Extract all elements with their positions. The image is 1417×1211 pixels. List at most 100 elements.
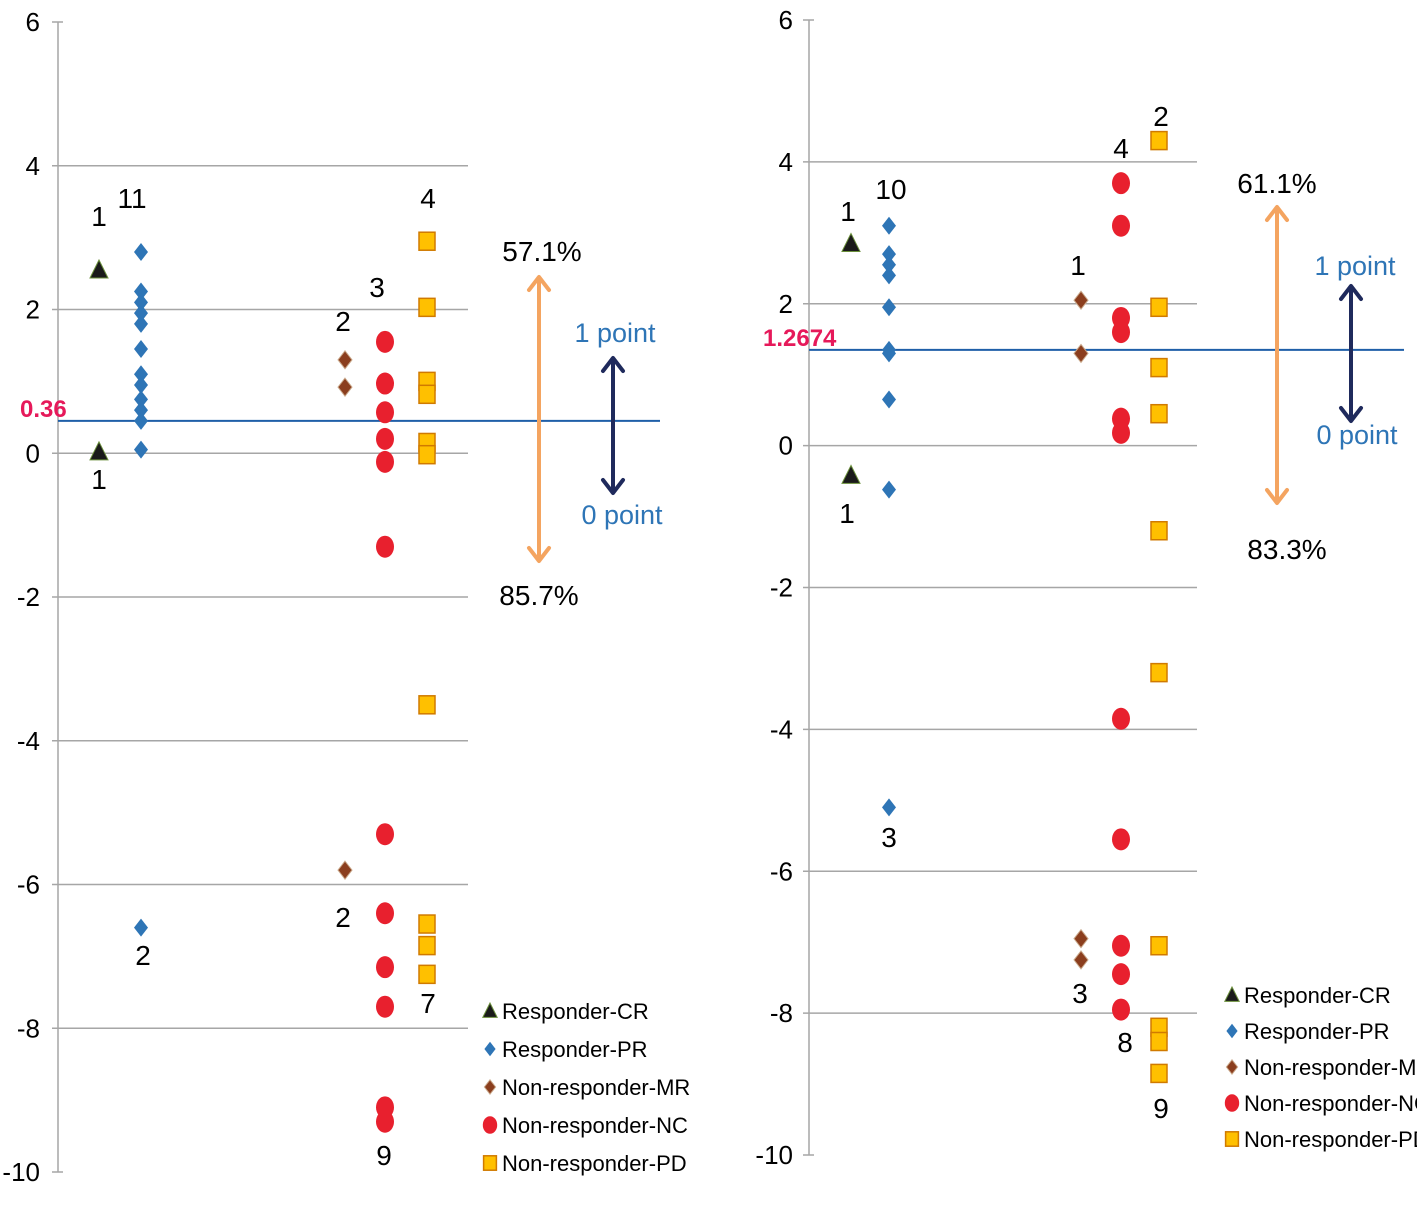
left-navy-double-arrow: [601, 356, 625, 495]
left-point-pd: [418, 297, 436, 318]
right-legend: Responder-CR Responder-PR Non-responder-…: [1223, 983, 1417, 1152]
left-count-mr-bottom: 2: [335, 902, 351, 933]
right-data-points: [841, 130, 1168, 1084]
left-orange-double-arrow: [527, 275, 551, 563]
left-point-pd: [418, 444, 436, 465]
right-zero-point-label: 0 point: [1316, 420, 1398, 450]
left-point-cr: [89, 258, 109, 279]
left-point-mr: [337, 860, 353, 880]
right-point-pd: [1150, 521, 1168, 541]
right-point-pd: [1150, 130, 1168, 151]
left-threshold-label: 0.36: [20, 396, 67, 423]
right-upper-percentage: 61.1%: [1237, 168, 1316, 199]
left-legend-item-pr: Responder-PR: [484, 1037, 648, 1062]
left-point-pr: [134, 390, 148, 409]
right-point-pd: [1150, 1031, 1168, 1052]
left-point-pr: [134, 375, 148, 394]
right-point-pd: [1150, 357, 1168, 378]
right-count-pd-bottom: 9: [1153, 1093, 1169, 1124]
right-legend-item-mr: Non-responder-MR: [1225, 1055, 1417, 1080]
right-point-nc: [1112, 707, 1130, 730]
left-y-tick-label: 4: [26, 151, 40, 181]
left-point-pd: [418, 935, 436, 956]
left-legend-item-cr: Responder-CR: [481, 999, 649, 1024]
right-y-tick-label: 4: [779, 147, 793, 177]
left-point-pd: [418, 231, 436, 251]
legend-label: Non-responder-NC: [502, 1113, 688, 1138]
left-navy-arrow-head-up: [601, 356, 625, 373]
right-count-nc-bottom: 8: [1117, 1027, 1133, 1058]
left-point-pr: [134, 304, 148, 323]
left-legend: Responder-CR Responder-PR Non-responder-…: [481, 999, 690, 1176]
left-navy-arrow-head-down: [601, 478, 625, 495]
left-count-nc-top: 3: [369, 272, 385, 303]
left-data-points: [89, 231, 436, 1133]
right-point-nc: [1112, 321, 1130, 344]
right-orange-arrow-head-down: [1265, 488, 1289, 505]
right-gridlines: [803, 19, 1197, 1156]
legend-marker-cr: [1223, 985, 1241, 1002]
left-point-pd: [418, 695, 436, 715]
right-point-nc: [1112, 934, 1130, 957]
right-legend-item-nc: Non-responder-NC: [1224, 1091, 1417, 1116]
right-lower-percentage: 83.3%: [1247, 534, 1326, 565]
left-gridlines: [52, 21, 468, 1173]
right-point-pr: [882, 245, 896, 264]
legend-marker-cr: [481, 1001, 499, 1018]
left-point-nc: [376, 956, 394, 979]
left-count-pr-bottom: 2: [135, 940, 151, 971]
left-point-nc: [376, 902, 394, 925]
legend-label: Non-responder-PD: [502, 1151, 687, 1176]
legend-label: Non-responder-MR: [1244, 1055, 1417, 1080]
legend-marker-pd: [1224, 1131, 1240, 1147]
left-point-nc: [376, 995, 394, 1018]
right-legend-item-cr: Responder-CR: [1223, 983, 1391, 1008]
left-orange-arrow-head-up: [527, 275, 551, 292]
left-y-tick-label: 0: [26, 438, 40, 468]
right-point-cr: [841, 464, 861, 484]
left-point-pr: [134, 340, 148, 359]
left-point-pr: [134, 918, 148, 937]
left-legend-item-mr: Non-responder-MR: [483, 1075, 690, 1100]
left-point-pd: [418, 384, 436, 405]
left-point-pr: [134, 411, 148, 430]
right-y-tick-label: 0: [779, 431, 793, 461]
left-point-pd: [418, 964, 436, 985]
left-point-cr: [89, 440, 109, 461]
left-point-nc: [376, 823, 394, 846]
right-one-point-label: 1 point: [1314, 251, 1396, 281]
left-orange-arrow-head-down: [527, 546, 551, 563]
right-y-tick-label: -4: [770, 714, 793, 744]
right-y-tick-label: 2: [779, 289, 793, 319]
right-point-pr: [882, 390, 896, 409]
right-point-mr: [1073, 950, 1089, 970]
left-point-nc: [376, 427, 394, 450]
right-point-nc: [1112, 828, 1130, 851]
legend-label: Responder-CR: [1244, 983, 1391, 1008]
right-count-pr-bottom: 3: [881, 822, 897, 853]
right-threshold-label: 1.2674: [763, 325, 837, 352]
right-y-tick-label: 6: [779, 5, 793, 35]
left-count-cr-top: 1: [91, 201, 107, 232]
left-point-nc: [376, 535, 394, 558]
right-point-pr: [882, 298, 896, 317]
right-y-tick-label: -2: [770, 573, 793, 603]
left-y-tick-label: -10: [2, 1157, 40, 1187]
left-point-mr: [337, 377, 353, 397]
right-y-axis-ticks: 6 4 2 0 -2 -4 -6 -8 -10: [755, 5, 793, 1170]
right-point-mr: [1073, 928, 1089, 949]
left-point-nc: [376, 330, 394, 353]
right-navy-double-arrow: [1339, 284, 1363, 423]
left-point-nc: [376, 372, 394, 395]
left-point-pr: [134, 293, 148, 312]
legend-label: Non-responder-PD: [1244, 1127, 1417, 1152]
right-legend-item-pd: Non-responder-PD: [1224, 1127, 1417, 1152]
legend-marker-mr: [483, 1078, 497, 1096]
left-y-tick-label: -2: [17, 582, 40, 612]
left-point-pr: [134, 314, 148, 333]
legend-marker-mr: [1225, 1058, 1239, 1076]
right-point-pr: [882, 798, 896, 817]
